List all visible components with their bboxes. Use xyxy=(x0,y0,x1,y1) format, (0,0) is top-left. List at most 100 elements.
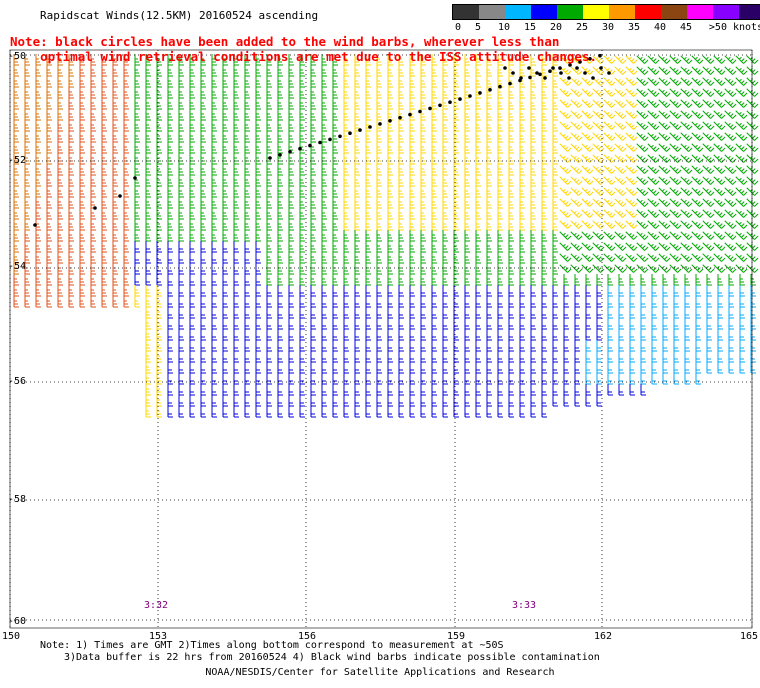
wind-barb xyxy=(552,395,558,407)
wind-barb xyxy=(563,384,569,396)
wind-barb xyxy=(321,208,327,220)
wind-barb xyxy=(79,98,85,110)
wind-barb xyxy=(746,143,759,152)
wind-barb xyxy=(13,164,19,176)
wind-barb xyxy=(541,175,547,187)
wind-barb xyxy=(398,373,404,385)
wind-barb xyxy=(625,187,638,196)
wind-barb xyxy=(559,55,572,64)
wind-barb xyxy=(431,252,437,264)
wind-barb xyxy=(442,340,448,352)
wind-barb xyxy=(288,285,294,297)
wind-barb xyxy=(365,395,371,407)
wind-barb xyxy=(354,307,360,319)
wind-barb xyxy=(409,230,415,242)
wind-barb xyxy=(24,208,30,220)
wind-barb xyxy=(420,406,426,418)
wind-barb xyxy=(442,153,448,165)
wind-barb xyxy=(519,384,525,396)
wind-barb xyxy=(90,131,96,143)
wind-barb xyxy=(735,220,748,229)
wind-barb xyxy=(442,142,448,154)
wind-barb xyxy=(497,285,503,297)
wind-barb xyxy=(464,395,470,407)
wind-barb xyxy=(255,131,261,143)
wind-barb xyxy=(277,197,283,209)
quality-flag-circle xyxy=(548,69,552,73)
wind-barb xyxy=(662,340,668,352)
wind-barb xyxy=(266,219,272,231)
wind-barb xyxy=(387,307,393,319)
wind-barb xyxy=(35,219,41,231)
wind-barb xyxy=(724,110,737,119)
lat-label-58: -58 xyxy=(8,494,26,505)
wind-barb xyxy=(398,54,404,66)
wind-barb xyxy=(636,198,649,207)
wind-barb xyxy=(651,296,657,308)
wind-barb xyxy=(244,406,250,418)
wind-barb xyxy=(24,153,30,165)
wind-barb xyxy=(614,165,627,174)
wind-barb xyxy=(365,153,371,165)
wind-barb xyxy=(387,208,393,220)
wind-barb xyxy=(559,198,572,207)
wind-barb xyxy=(530,318,536,330)
wind-barb xyxy=(343,274,349,286)
map-frame xyxy=(9,49,753,629)
wind-barb xyxy=(541,230,547,242)
wind-barb xyxy=(486,395,492,407)
wind-barb xyxy=(134,186,140,198)
wind-barb xyxy=(530,197,536,209)
wind-barb xyxy=(233,120,239,132)
wind-barb xyxy=(178,373,184,385)
colorbar-label: 15 xyxy=(523,22,537,33)
wind-barb xyxy=(156,351,162,363)
wind-barb xyxy=(486,329,492,341)
wind-barb xyxy=(222,263,228,275)
wind-barb xyxy=(658,154,671,163)
wind-barb xyxy=(321,329,327,341)
wind-barb xyxy=(695,285,701,297)
wind-barb xyxy=(233,65,239,77)
wind-barb xyxy=(464,219,470,231)
wind-barb xyxy=(387,362,393,374)
wind-barb xyxy=(277,263,283,275)
wind-barb xyxy=(398,384,404,396)
wind-barb xyxy=(647,198,660,207)
wind-barb xyxy=(420,241,426,253)
wind-barb xyxy=(398,175,404,187)
wind-barb xyxy=(684,274,690,286)
wind-barb xyxy=(90,87,96,99)
wind-barb xyxy=(497,54,503,66)
quality-flag-circle xyxy=(378,122,382,126)
wind-barb xyxy=(288,54,294,66)
wind-barb xyxy=(200,109,206,121)
wind-barb xyxy=(321,175,327,187)
wind-barb xyxy=(277,230,283,242)
wind-barb xyxy=(387,87,393,99)
wind-barb xyxy=(134,208,140,220)
wind-barb xyxy=(255,406,261,418)
wind-barb xyxy=(618,329,624,341)
wind-barb xyxy=(288,120,294,132)
colorbar-swatch xyxy=(661,5,687,19)
wind-barb xyxy=(691,253,704,262)
wind-barb xyxy=(530,296,536,308)
wind-barb xyxy=(90,230,96,242)
wind-barb xyxy=(35,65,41,77)
wind-barb xyxy=(746,209,759,218)
wind-barb xyxy=(497,109,503,121)
wind-barb xyxy=(669,88,682,97)
wind-barb xyxy=(200,186,206,198)
wind-barb xyxy=(684,296,690,308)
wind-barb xyxy=(658,121,671,130)
wind-barb xyxy=(354,87,360,99)
wind-barb xyxy=(211,296,217,308)
wind-barb xyxy=(552,340,558,352)
wind-barb xyxy=(614,187,627,196)
wind-barb xyxy=(13,241,19,253)
wind-barb xyxy=(222,340,228,352)
wind-barb xyxy=(563,318,569,330)
wind-barb xyxy=(508,197,514,209)
wind-barb xyxy=(343,263,349,275)
